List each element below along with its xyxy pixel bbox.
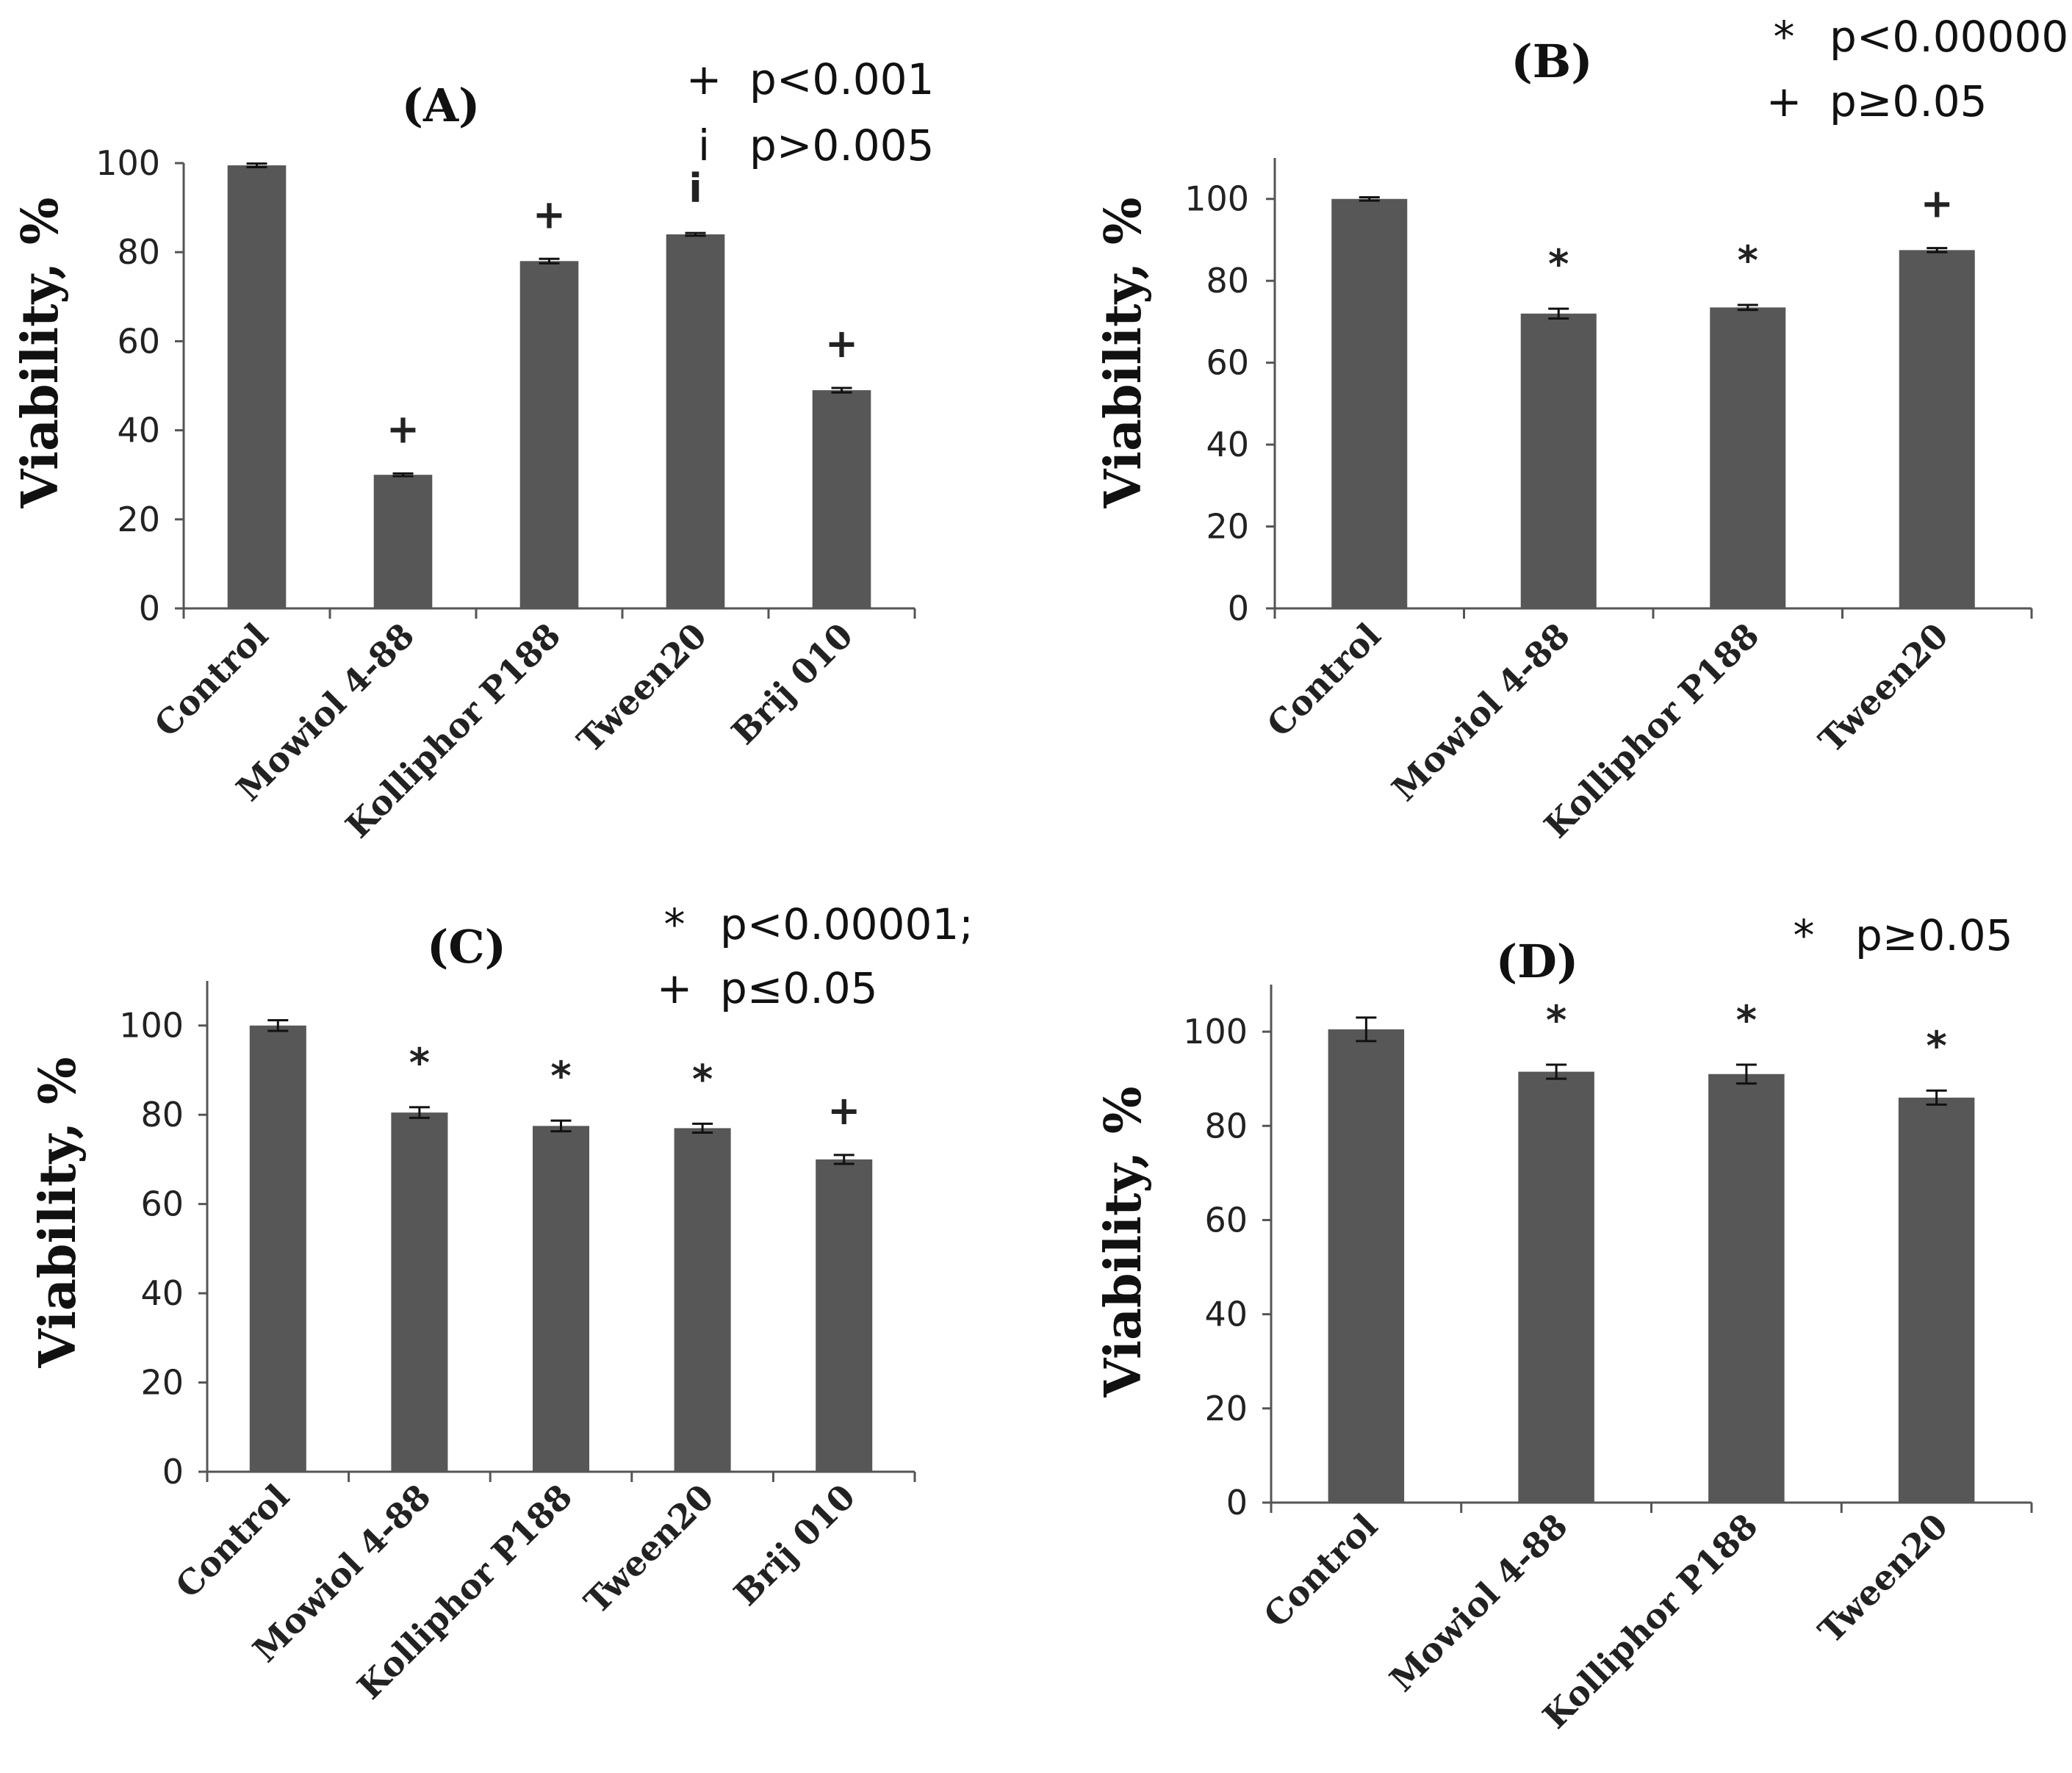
significance-mark: * xyxy=(1927,1023,1947,1069)
significance-mark: * xyxy=(1546,997,1566,1043)
y-tick-label: 60 xyxy=(140,1184,184,1224)
y-tick-label: 0 xyxy=(1226,1483,1248,1522)
x-tick-label: Brij 010 xyxy=(724,616,860,752)
x-tick-label: Control xyxy=(147,616,276,745)
bar xyxy=(1710,307,1786,608)
legend-symbol: + xyxy=(657,963,693,1013)
significance-mark: * xyxy=(409,1040,430,1086)
panel-title: (C) xyxy=(427,920,506,974)
chart-panel-b: (B) Viability, % 0 20 40 60 80 100 Control * Mowio… xyxy=(1094,12,2072,846)
chart-panel-a: (A)Viability, %020406080100Control+Mowio… xyxy=(11,54,934,846)
y-axis-label: Viability, % xyxy=(29,1057,87,1369)
y-tick-label: 40 xyxy=(117,411,160,450)
legend-text: p≥0.05 xyxy=(1855,910,2013,960)
x-tick-label: Control xyxy=(168,1477,297,1606)
chart-panel-c: (C)Viability, %020406080100Control*Mowio… xyxy=(29,899,974,1707)
bar xyxy=(1520,313,1597,608)
significance-mark: * xyxy=(692,1056,713,1102)
y-tick-label: 100 xyxy=(1183,1012,1248,1051)
bar xyxy=(519,261,579,608)
significance-mark: + xyxy=(827,1087,860,1134)
significance-mark: + xyxy=(533,191,566,237)
legend-symbol: * xyxy=(1774,12,1795,62)
bar xyxy=(1331,198,1408,608)
x-tick-label: Tween20 xyxy=(1810,1506,1955,1651)
y-tick-label: 60 xyxy=(117,321,160,361)
legend-symbol: i xyxy=(698,121,710,170)
legend-symbol: + xyxy=(686,54,722,104)
y-axis-label: Viability, % xyxy=(1094,1087,1153,1398)
bar xyxy=(391,1112,448,1472)
bar xyxy=(532,1126,590,1472)
bar xyxy=(249,1025,306,1472)
panel-title: (B) xyxy=(1511,35,1592,88)
bar xyxy=(1898,1097,1975,1503)
bar xyxy=(1328,1029,1405,1503)
bar xyxy=(1899,250,1975,608)
legend-text: p≥0.05 xyxy=(1830,76,1988,126)
y-tick-label: 20 xyxy=(140,1363,184,1403)
legend-text: p<0.001 xyxy=(749,54,934,104)
panel-title: (A) xyxy=(402,79,481,132)
y-tick-label: 80 xyxy=(140,1095,184,1134)
y-tick-label: 60 xyxy=(1204,1200,1248,1240)
legend-text: p≤0.05 xyxy=(720,963,878,1013)
legend-text: p<0.00001; xyxy=(720,899,974,949)
y-tick-label: 60 xyxy=(1206,343,1249,383)
y-tick-label: 80 xyxy=(117,232,160,272)
y-tick-label: 80 xyxy=(1206,261,1249,301)
significance-mark: + xyxy=(1921,181,1954,227)
y-tick-label: 100 xyxy=(1184,179,1249,219)
bar xyxy=(816,1159,873,1472)
y-tick-label: 100 xyxy=(119,1006,184,1046)
y-tick-label: 40 xyxy=(1204,1295,1248,1334)
x-tick-label: Tween20 xyxy=(569,616,714,760)
legend-text: p>0.005 xyxy=(749,121,934,170)
significance-mark: * xyxy=(1548,241,1569,287)
bar xyxy=(674,1128,731,1472)
bar xyxy=(666,234,725,608)
y-tick-label: 0 xyxy=(1228,589,1249,628)
y-tick-label: 100 xyxy=(96,143,160,183)
significance-mark: * xyxy=(1736,997,1757,1043)
y-tick-label: 40 xyxy=(1206,425,1249,464)
bar xyxy=(1518,1071,1594,1503)
y-tick-label: 0 xyxy=(162,1452,184,1492)
y-tick-label: 80 xyxy=(1204,1106,1248,1146)
x-tick-label: Kolliphor P188 xyxy=(1535,1506,1765,1736)
x-tick-label: Control xyxy=(1256,1506,1386,1636)
bar xyxy=(373,475,433,608)
y-tick-label: 40 xyxy=(140,1273,184,1313)
x-tick-label: Tween20 xyxy=(1811,616,1956,760)
x-tick-label: Mowiol 4-88 xyxy=(1384,616,1578,809)
x-tick-label: Brij 010 xyxy=(726,1477,863,1614)
significance-mark: * xyxy=(550,1053,571,1099)
chart-panel-d: (D) Viability, % 0 20 40 60 80 100 Control * Mowio… xyxy=(1094,910,2033,1736)
significance-mark: + xyxy=(386,406,420,452)
legend-symbol: * xyxy=(664,899,686,949)
y-axis-label: Viability, % xyxy=(11,198,70,509)
legend-text: p<0.000001 xyxy=(1830,12,2072,62)
significance-mark: + xyxy=(825,320,858,367)
y-tick-label: 0 xyxy=(139,589,160,628)
x-tick-label: Mowiol 4-88 xyxy=(1382,1506,1575,1700)
bar xyxy=(1708,1073,1785,1503)
significance-mark: * xyxy=(1738,237,1758,284)
legend-symbol: + xyxy=(1766,76,1802,126)
y-tick-label: 20 xyxy=(1204,1389,1248,1428)
y-tick-label: 20 xyxy=(117,500,160,539)
bar xyxy=(812,390,871,608)
legend-symbol: * xyxy=(1794,910,1815,960)
significance-mark: i xyxy=(688,165,702,212)
y-tick-label: 20 xyxy=(1206,507,1249,547)
panel-title: (D) xyxy=(1496,935,1578,988)
y-axis-label: Viability, % xyxy=(1094,198,1153,509)
x-tick-label: Tween20 xyxy=(577,1477,722,1622)
x-tick-label: Control xyxy=(1259,616,1389,745)
bar xyxy=(227,165,287,608)
